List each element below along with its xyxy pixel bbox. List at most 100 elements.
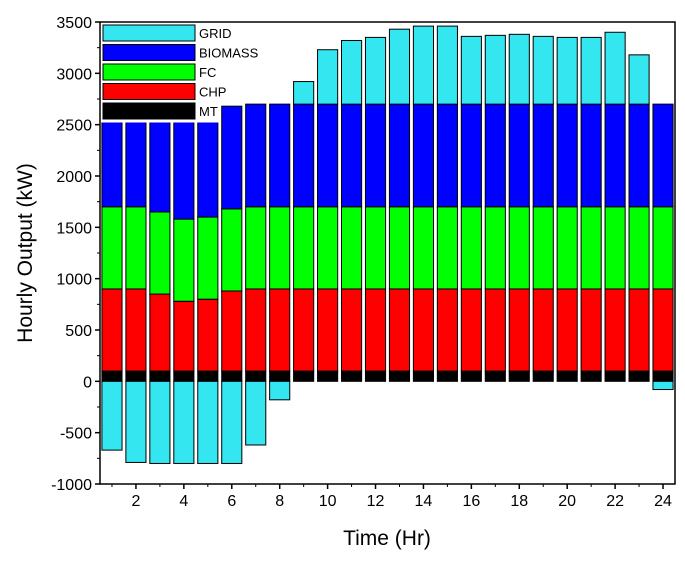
bar-mt-hr-20 xyxy=(556,370,578,382)
bar-grid-hr-14 xyxy=(412,25,434,105)
bar-grid-hr-13 xyxy=(388,28,411,105)
bar-chp-hr-1 xyxy=(101,288,123,372)
bar-fc-hr-14 xyxy=(412,206,434,290)
x-tick-label: 6 xyxy=(227,493,236,510)
x-tick-label: 20 xyxy=(558,493,576,510)
y-tick-label: 3000 xyxy=(56,66,92,83)
bar-grid-hr-1 xyxy=(101,380,123,451)
bar-fc-hr-23 xyxy=(628,206,650,290)
bar-biomass-hr-17 xyxy=(484,103,506,208)
bar-mt-hr-17 xyxy=(484,370,506,382)
bar-chp-hr-14 xyxy=(412,288,434,372)
bar-chp-hr-6 xyxy=(221,290,243,372)
bar-biomass-hr-18 xyxy=(508,103,530,208)
bar-chp-hr-18 xyxy=(508,288,530,372)
y-tick-label: 0 xyxy=(83,374,92,391)
x-tick-label: 14 xyxy=(415,493,433,510)
y-tick-label: -500 xyxy=(60,426,92,443)
x-tick-label: 10 xyxy=(319,493,337,510)
bar-grid-hr-12 xyxy=(364,36,387,105)
bar-chp-hr-12 xyxy=(364,288,387,372)
bar-biomass-hr-9 xyxy=(293,103,315,208)
bar-chp-hr-19 xyxy=(532,288,554,372)
bar-mt-hr-10 xyxy=(317,370,339,382)
x-tick-label: 22 xyxy=(606,493,624,510)
bar-mt-hr-22 xyxy=(604,370,626,382)
bar-mt-hr-6 xyxy=(221,370,243,382)
bar-biomass-hr-23 xyxy=(628,103,650,208)
bar-fc-hr-18 xyxy=(508,206,530,290)
bar-chp-hr-24 xyxy=(652,288,674,372)
bar-fc-hr-9 xyxy=(293,206,315,290)
y-tick-label: 1500 xyxy=(56,220,92,237)
bar-grid-hr-4 xyxy=(173,380,195,464)
y-tick-label: 2500 xyxy=(56,118,92,135)
bar-fc-hr-19 xyxy=(532,206,554,290)
bar-fc-hr-6 xyxy=(221,208,243,292)
bar-fc-hr-3 xyxy=(149,211,171,295)
bar-grid-hr-9 xyxy=(293,81,315,105)
bar-grid-hr-3 xyxy=(149,380,171,464)
bar-mt-hr-11 xyxy=(341,370,363,382)
legend-label-chp: CHP xyxy=(199,85,226,100)
bar-chp-hr-10 xyxy=(317,288,339,372)
x-tick-label: 8 xyxy=(275,493,284,510)
bar-mt-hr-12 xyxy=(364,370,387,382)
bar-grid-hr-11 xyxy=(341,39,363,105)
bar-chp-hr-22 xyxy=(604,288,626,372)
bar-mt-hr-13 xyxy=(388,370,411,382)
bar-biomass-hr-14 xyxy=(412,103,434,208)
bar-fc-hr-24 xyxy=(652,206,674,290)
bar-mt-hr-7 xyxy=(245,370,267,382)
x-tick-label: 12 xyxy=(367,493,385,510)
bar-mt-hr-9 xyxy=(293,370,315,382)
bar-chp-hr-15 xyxy=(436,288,458,372)
bar-mt-hr-19 xyxy=(532,370,554,382)
legend-swatch-chp xyxy=(102,83,196,100)
bar-fc-hr-2 xyxy=(125,206,147,290)
x-tick-label: 18 xyxy=(510,493,528,510)
bar-chp-hr-20 xyxy=(556,288,578,372)
bar-chp-hr-2 xyxy=(125,288,147,372)
bar-grid-hr-18 xyxy=(508,33,530,105)
x-tick-label: 24 xyxy=(654,493,672,510)
legend-swatch-mt xyxy=(102,102,196,120)
y-tick-label: 1000 xyxy=(56,272,92,289)
bar-mt-hr-1 xyxy=(101,370,123,382)
bar-grid-hr-24 xyxy=(652,380,674,391)
bar-grid-hr-17 xyxy=(484,34,506,105)
bar-chp-hr-13 xyxy=(388,288,411,372)
bar-biomass-hr-13 xyxy=(388,103,411,208)
bar-grid-hr-5 xyxy=(197,380,219,464)
y-axis-title: Hourly Output (kW) xyxy=(14,163,37,343)
bar-grid-hr-20 xyxy=(556,36,578,105)
bar-grid-hr-15 xyxy=(436,25,458,105)
x-tick-label: 16 xyxy=(462,493,480,510)
bar-biomass-hr-5 xyxy=(197,113,219,218)
bar-grid-hr-6 xyxy=(221,380,243,464)
bar-grid-hr-22 xyxy=(604,31,626,105)
bar-biomass-hr-15 xyxy=(436,103,458,208)
bar-biomass-hr-11 xyxy=(341,103,363,208)
bar-chp-hr-21 xyxy=(580,288,602,372)
bar-mt-hr-14 xyxy=(412,370,434,382)
bar-mt-hr-3 xyxy=(149,370,171,382)
bar-grid-hr-7 xyxy=(245,380,267,446)
bar-mt-hr-15 xyxy=(436,370,458,382)
bar-biomass-hr-10 xyxy=(317,103,339,208)
bar-biomass-hr-19 xyxy=(532,103,554,208)
bar-chp-hr-17 xyxy=(484,288,506,372)
bar-biomass-hr-4 xyxy=(173,115,195,220)
bar-fc-hr-7 xyxy=(245,206,267,290)
bar-fc-hr-11 xyxy=(341,206,363,290)
bar-grid-hr-21 xyxy=(580,36,602,105)
bar-fc-hr-12 xyxy=(364,206,387,290)
bar-grid-hr-23 xyxy=(628,54,650,105)
bar-grid-hr-8 xyxy=(269,380,291,401)
bar-grid-hr-19 xyxy=(532,35,554,105)
bar-chp-hr-7 xyxy=(245,288,267,372)
bar-mt-hr-5 xyxy=(197,370,219,382)
bar-chp-hr-23 xyxy=(628,288,650,372)
bar-fc-hr-5 xyxy=(197,216,219,300)
